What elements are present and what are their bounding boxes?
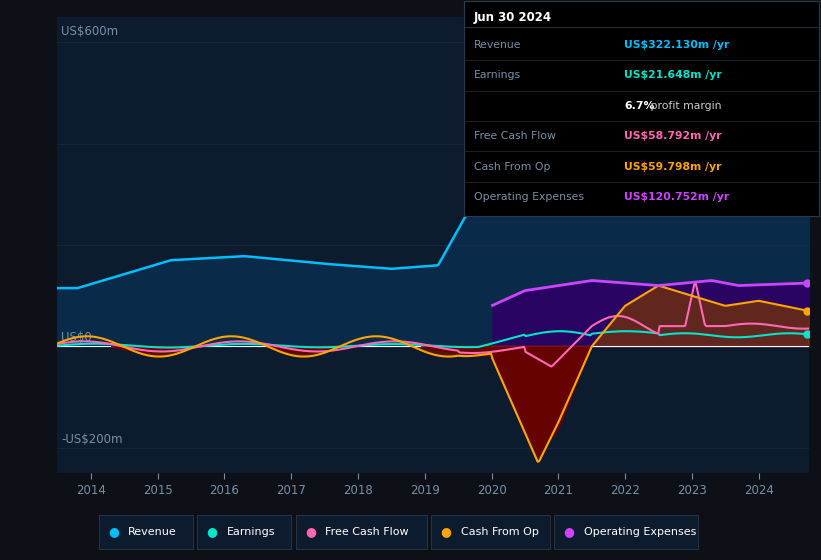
Text: 6.7%: 6.7% xyxy=(624,101,654,111)
Text: Jun 30 2024: Jun 30 2024 xyxy=(474,11,552,24)
Text: Earnings: Earnings xyxy=(227,527,275,537)
Text: Revenue: Revenue xyxy=(474,40,521,50)
Text: Operating Expenses: Operating Expenses xyxy=(474,192,584,202)
Text: US$322.130m /yr: US$322.130m /yr xyxy=(624,40,729,50)
Text: Revenue: Revenue xyxy=(128,527,177,537)
Text: ●: ● xyxy=(305,525,316,539)
Text: US$59.798m /yr: US$59.798m /yr xyxy=(624,162,722,172)
Text: ●: ● xyxy=(563,525,575,539)
Text: Free Cash Flow: Free Cash Flow xyxy=(474,131,556,141)
Text: -US$200m: -US$200m xyxy=(62,432,122,446)
Text: US$58.792m /yr: US$58.792m /yr xyxy=(624,131,722,141)
Text: Free Cash Flow: Free Cash Flow xyxy=(325,527,409,537)
Text: Cash From Op: Cash From Op xyxy=(474,162,550,172)
Text: ●: ● xyxy=(108,525,119,539)
Text: Operating Expenses: Operating Expenses xyxy=(584,527,696,537)
Text: ●: ● xyxy=(440,525,452,539)
Text: Cash From Op: Cash From Op xyxy=(461,527,539,537)
Text: ●: ● xyxy=(206,525,218,539)
Text: US$120.752m /yr: US$120.752m /yr xyxy=(624,192,729,202)
Text: profit margin: profit margin xyxy=(647,101,722,111)
Text: Earnings: Earnings xyxy=(474,71,521,80)
Text: US$0: US$0 xyxy=(62,331,92,344)
Text: US$600m: US$600m xyxy=(62,25,118,38)
Text: US$21.648m /yr: US$21.648m /yr xyxy=(624,71,722,80)
